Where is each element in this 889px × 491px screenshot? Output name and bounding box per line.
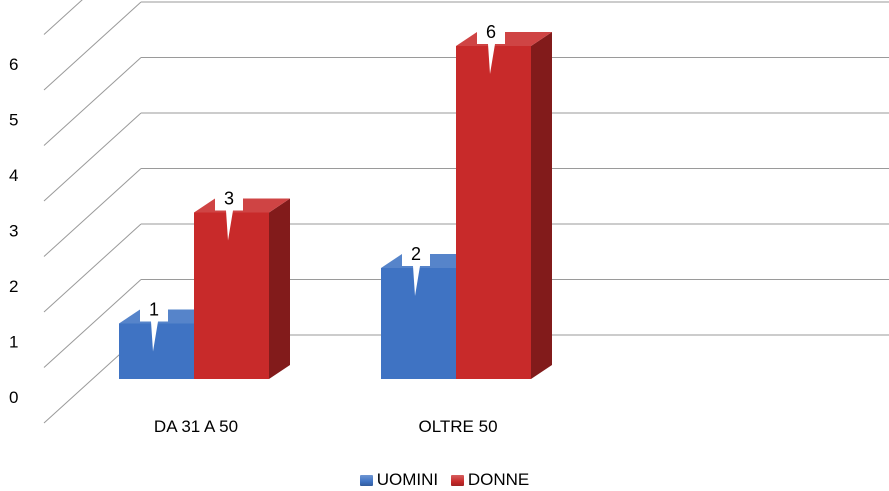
bar xyxy=(381,268,456,379)
data-label: 2 xyxy=(411,244,421,264)
gridline-diagonal xyxy=(43,57,142,146)
y-tick-label: 1 xyxy=(9,333,18,352)
chart-plot: 0 1 2 3 4 5 6 1 3 2 6 DA 31 A 50 OLTRE 50 xyxy=(9,0,889,436)
x-tick-label: OLTRE 50 xyxy=(418,417,497,436)
y-tick-label: 6 xyxy=(9,55,18,74)
bars xyxy=(119,32,552,379)
bar-side xyxy=(531,32,552,379)
y-tick-label: 0 xyxy=(9,388,18,407)
gridline-diagonal xyxy=(43,279,142,368)
legend: UOMINI DONNE xyxy=(0,470,889,491)
x-tick-label: DA 31 A 50 xyxy=(154,417,238,436)
data-label-callout xyxy=(140,297,168,352)
bar xyxy=(194,212,269,379)
legend-swatch-donne xyxy=(450,474,464,486)
gridline-diagonal xyxy=(43,223,142,313)
data-label: 1 xyxy=(149,300,159,320)
legend-label-donne: DONNE xyxy=(467,470,530,489)
gridline-diagonal xyxy=(43,1,142,91)
data-label-callout xyxy=(215,186,243,241)
legend-item-donne: DONNE xyxy=(450,470,530,490)
y-tick-label: 2 xyxy=(9,277,18,296)
y-tick-label: 5 xyxy=(9,111,18,130)
y-tick-label: 3 xyxy=(9,222,18,241)
bar xyxy=(119,323,194,379)
data-label-callout xyxy=(402,242,430,296)
gridline-diagonal xyxy=(43,112,142,202)
data-labels: 1 3 2 6 xyxy=(140,20,505,352)
data-label: 3 xyxy=(224,189,234,209)
gridline-diagonal xyxy=(43,0,83,35)
data-label-callout xyxy=(477,20,505,74)
bar-side xyxy=(269,198,290,379)
y-tick-label: 4 xyxy=(9,166,18,185)
legend-item-uomini: UOMINI xyxy=(359,470,439,490)
gridline-diagonal xyxy=(43,168,142,257)
data-label: 6 xyxy=(486,22,496,42)
bar xyxy=(456,46,531,379)
x-axis-ticks: DA 31 A 50 OLTRE 50 xyxy=(154,417,498,436)
legend-swatch-uomini xyxy=(359,474,373,486)
legend-label-uomini: UOMINI xyxy=(376,470,439,489)
y-axis-ticks: 0 1 2 3 4 5 6 xyxy=(9,55,18,407)
